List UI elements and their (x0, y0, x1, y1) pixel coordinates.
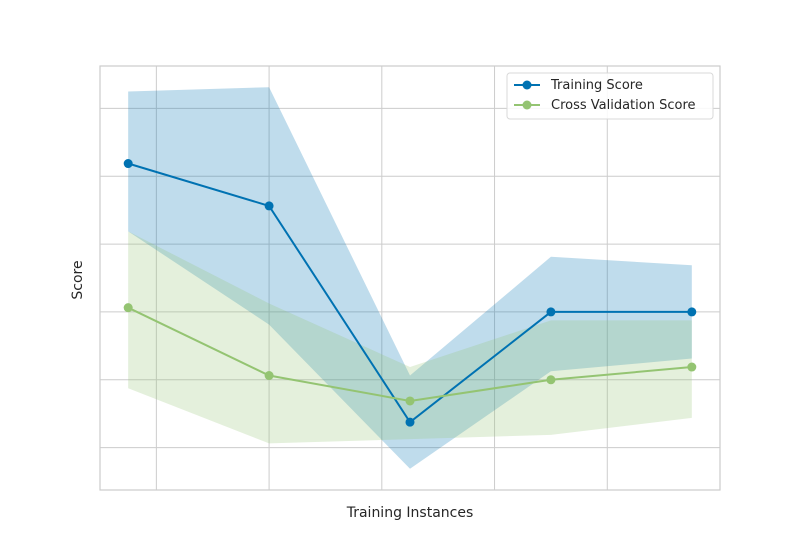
legend-marker-cross-validation (522, 100, 532, 110)
series-points (123, 159, 697, 427)
data-point-cross-validation (546, 375, 556, 385)
data-point-cross-validation (264, 371, 274, 381)
data-point-training (405, 417, 415, 427)
legend: Training Score Cross Validation Score (506, 72, 714, 120)
legend-label-training: Training Score (550, 78, 643, 93)
data-point-cross-validation (405, 396, 415, 406)
data-point-training (264, 201, 274, 211)
legend-entry-training: Training Score (514, 78, 643, 93)
legend-label-cross-validation: Cross Validation Score (551, 98, 696, 113)
legend-box (506, 72, 714, 120)
data-point-training (123, 159, 133, 169)
data-point-training (546, 307, 556, 317)
legend-marker-training (522, 80, 532, 90)
band-cross-validation (128, 231, 692, 444)
data-point-training (687, 307, 697, 317)
plot-frame (99, 65, 721, 491)
data-point-cross-validation (687, 362, 697, 372)
y-axis-label: Score (70, 260, 86, 299)
x-axis-label: Training Instances (346, 505, 474, 521)
data-point-cross-validation (123, 303, 133, 313)
legend-entry-cross-validation: Cross Validation Score (514, 98, 696, 113)
confidence-bands (128, 87, 692, 469)
band-training (128, 87, 692, 469)
